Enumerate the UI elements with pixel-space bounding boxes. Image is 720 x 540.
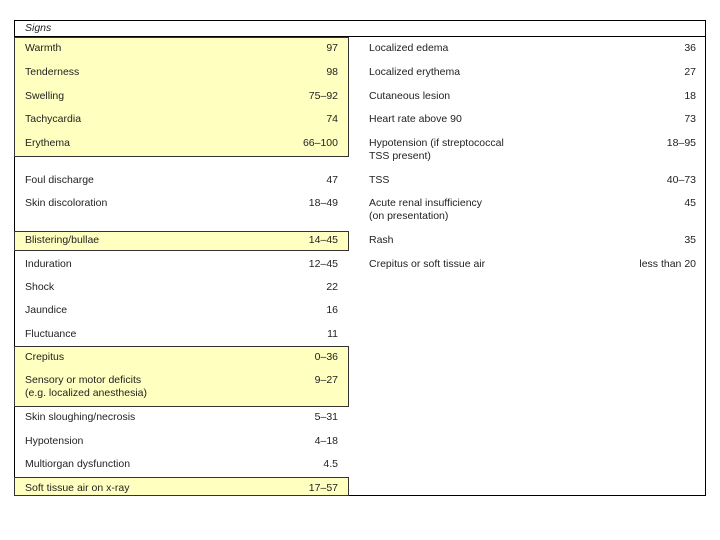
- value-label: 47: [326, 174, 338, 186]
- sign-label: Jaundice: [25, 304, 68, 316]
- sign-label: Sensory or motor deficits: [25, 374, 142, 386]
- sign-label: Hypotension: [25, 435, 84, 447]
- sign-label: Blistering/bullae: [25, 234, 100, 246]
- value-label: 66–100: [302, 137, 338, 149]
- value-label: 0–36: [314, 351, 338, 363]
- highlight-box: [14, 231, 349, 251]
- header-title: Signs: [25, 22, 52, 34]
- value-label: 35: [684, 234, 696, 246]
- sign-label: Induration: [25, 258, 72, 270]
- value-label: 12–45: [308, 258, 338, 270]
- value-label: 18: [684, 90, 696, 102]
- sign-label: Erythema: [25, 137, 70, 149]
- sign-label: Swelling: [25, 90, 65, 102]
- highlight-box: [14, 37, 349, 157]
- table-frame: [14, 20, 706, 496]
- sign-label: (on presentation): [369, 210, 449, 222]
- value-label: 5–31: [314, 411, 338, 423]
- sign-label: Rash: [369, 234, 394, 246]
- value-label: 14–45: [308, 234, 338, 246]
- value-label: 4.5: [323, 458, 338, 470]
- sign-label: TSS present): [369, 150, 431, 162]
- value-label: 45: [684, 197, 696, 209]
- sign-label: Multiorgan dysfunction: [25, 458, 131, 470]
- value-label: 73: [684, 113, 696, 125]
- value-label: 4–18: [314, 435, 338, 447]
- value-label: 40–73: [666, 174, 696, 186]
- value-label: 75–92: [308, 90, 338, 102]
- sign-label: Foul discharge: [25, 174, 94, 186]
- value-label: 74: [326, 113, 338, 125]
- sign-label: Tenderness: [25, 66, 80, 78]
- value-label: 16: [326, 304, 338, 316]
- highlight-box: [14, 477, 349, 496]
- sign-label: Localized edema: [369, 42, 449, 54]
- sign-label: Acute renal insufficiency: [369, 197, 483, 209]
- highlight-box: [14, 346, 349, 407]
- sign-label: Skin sloughing/necrosis: [25, 411, 136, 423]
- sign-label: Warmth: [25, 42, 62, 54]
- sign-label: Soft tissue air on x-ray: [25, 482, 130, 494]
- value-label: 98: [326, 66, 338, 78]
- sign-label: Skin discoloration: [25, 197, 108, 209]
- value-label: 18–49: [308, 197, 338, 209]
- value-label: 22: [326, 281, 338, 293]
- value-label: less than 20: [639, 258, 696, 270]
- sign-label: Shock: [25, 281, 55, 293]
- sign-label: TSS: [369, 174, 390, 186]
- value-label: 9–27: [314, 374, 338, 386]
- sign-label: (e.g. localized anesthesia): [25, 387, 147, 399]
- sign-label: Hypotension (if streptococcal: [369, 137, 504, 149]
- value-label: 18–95: [666, 137, 696, 149]
- value-label: 17–57: [308, 482, 338, 494]
- value-label: 97: [326, 42, 338, 54]
- sign-label: Crepitus or soft tissue air: [369, 258, 486, 270]
- table-header: Signs: [14, 20, 706, 37]
- sign-label: Crepitus: [25, 351, 65, 363]
- value-label: 11: [327, 328, 338, 340]
- value-label: 36: [684, 42, 696, 54]
- sign-label: Fluctuance: [25, 328, 77, 340]
- value-label: 27: [684, 66, 696, 78]
- sign-label: Heart rate above 90: [369, 113, 462, 125]
- sign-label: Tachycardia: [25, 113, 82, 125]
- sign-label: Cutaneous lesion: [369, 90, 451, 102]
- sign-label: Localized erythema: [369, 66, 461, 78]
